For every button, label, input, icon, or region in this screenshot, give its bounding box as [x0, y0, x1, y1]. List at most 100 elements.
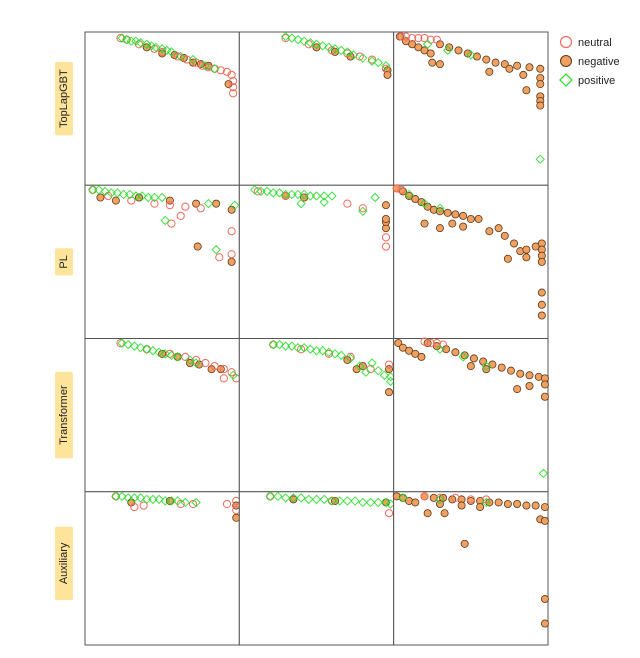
point-neutral: [426, 338, 435, 348]
point-negative: [536, 64, 545, 73]
point-neutral: [130, 502, 139, 512]
point-negative: [358, 362, 367, 371]
point-positive: [287, 33, 297, 43]
point-negative: [537, 288, 546, 297]
point-neutral: [435, 493, 445, 502]
point-negative: [513, 500, 522, 509]
point-negative: [466, 214, 475, 223]
point-neutral: [420, 492, 429, 501]
point-positive: [317, 41, 328, 51]
point-positive: [160, 349, 170, 359]
point-positive: [358, 53, 368, 63]
point-neutral: [158, 47, 167, 57]
point-positive: [129, 493, 140, 503]
point-positive: [135, 38, 146, 48]
point-positive: [538, 468, 549, 479]
point-positive: [146, 41, 157, 51]
panel-frame: [238, 184, 395, 339]
point-neutral: [384, 509, 394, 518]
point-negative: [459, 222, 468, 231]
point-negative: [494, 498, 503, 507]
legend: neutral negative positive: [559, 35, 620, 87]
row-label-background: [55, 248, 73, 276]
panel-frame: [238, 338, 395, 493]
point-negative: [503, 254, 512, 263]
point-positive: [334, 496, 345, 506]
panel-transformer-col-1: [84, 338, 241, 493]
point-positive: [280, 493, 291, 503]
point-positive: [358, 206, 368, 217]
legend-marker-circle: [559, 35, 573, 49]
point-negative: [420, 219, 429, 228]
point-negative: [466, 362, 475, 371]
point-negative: [536, 101, 545, 110]
panel-auxiliary-col-3: [392, 491, 549, 646]
point-positive: [330, 44, 340, 54]
panels: [84, 31, 549, 646]
point-neutral: [192, 355, 201, 365]
point-positive: [273, 491, 283, 502]
legend-marker-filled-circle: [560, 55, 572, 67]
point-positive: [149, 192, 160, 203]
point-positive: [166, 47, 177, 57]
point-positive: [166, 350, 177, 361]
point-negative: [540, 619, 549, 628]
point-negative: [531, 501, 540, 510]
point-neutral: [401, 32, 411, 41]
point-positive: [419, 198, 430, 209]
point-positive: [162, 45, 172, 56]
point-negative: [411, 349, 420, 358]
point-negative: [522, 86, 531, 95]
point-neutral: [227, 227, 236, 236]
point-negative: [454, 46, 463, 55]
point-neutral: [482, 495, 491, 504]
point-positive: [365, 497, 376, 508]
point-positive: [118, 189, 129, 200]
row-label-transformer: Transformer: [55, 371, 73, 459]
point-negative: [540, 392, 549, 401]
point-positive: [311, 494, 322, 505]
point-positive: [142, 344, 152, 354]
point-negative: [491, 58, 500, 67]
point-positive: [172, 496, 183, 506]
point-positive: [324, 42, 334, 53]
point-positive: [293, 342, 303, 353]
point-positive: [355, 361, 365, 371]
point-positive: [121, 34, 132, 45]
panel-pl-col-1: [84, 184, 240, 339]
point-negative: [540, 595, 549, 604]
point-negative: [428, 58, 437, 67]
point-positive: [350, 496, 360, 506]
point-neutral: [188, 499, 198, 509]
point-negative: [227, 257, 236, 266]
point-negative: [540, 380, 549, 389]
point-positive: [157, 44, 167, 54]
point-positive: [135, 342, 146, 353]
point-positive: [299, 189, 309, 200]
point-negative: [457, 501, 466, 510]
panel-transformer-col-2: [238, 338, 396, 493]
point-positive: [268, 339, 278, 350]
point-positive: [535, 154, 545, 164]
point-positive: [191, 497, 201, 508]
point-neutral: [229, 76, 238, 86]
point-positive: [305, 191, 316, 201]
point-neutral: [432, 338, 441, 348]
point-positive: [94, 185, 104, 195]
point-negative: [510, 239, 519, 248]
point-positive: [117, 491, 127, 502]
point-negative: [513, 385, 522, 394]
point-positive: [160, 496, 170, 506]
point-neutral: [219, 365, 228, 374]
point-negative: [497, 363, 506, 372]
point-positive: [305, 344, 316, 354]
legend-label: negative: [578, 56, 620, 68]
point-neutral: [346, 352, 355, 361]
point-neutral: [215, 253, 224, 262]
point-positive: [137, 191, 147, 201]
point-positive: [293, 189, 303, 200]
point-negative: [500, 231, 509, 240]
panel-frame: [393, 184, 549, 339]
point-positive: [100, 186, 110, 197]
point-positive: [481, 361, 491, 371]
